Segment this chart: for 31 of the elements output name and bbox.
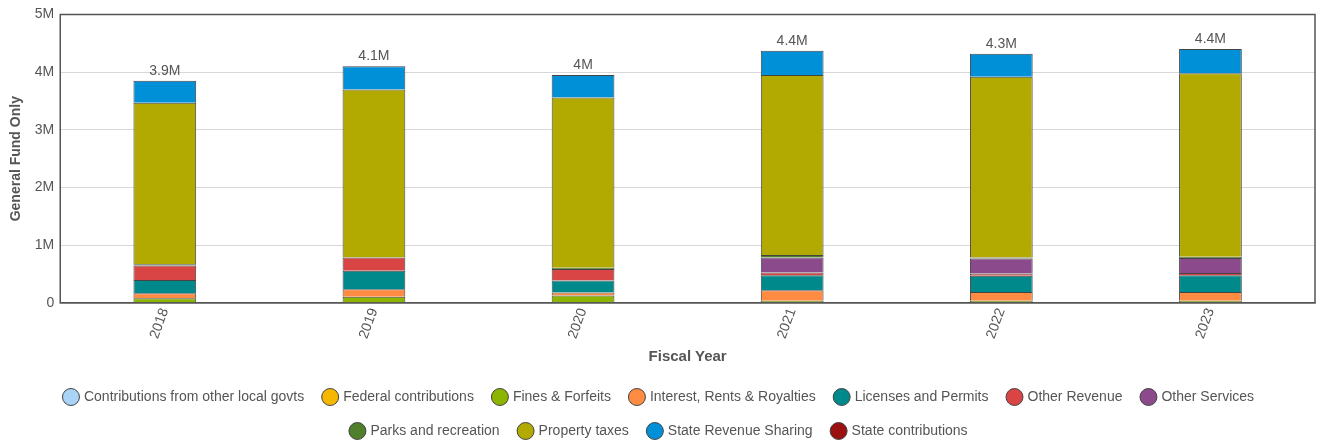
legend-label: State contributions — [851, 421, 968, 438]
x-axis-title: Fiscal Year — [648, 347, 727, 365]
x-tick-label: 2021 — [772, 305, 799, 341]
total-label: 4.4M — [1194, 29, 1226, 46]
legend-label: Other Services — [1161, 387, 1255, 404]
y-tick-label: 5M — [34, 5, 55, 22]
total-label: 4.3M — [985, 34, 1017, 51]
legend-label: Contributions from other local govts — [83, 387, 305, 404]
legend-label: Fines & Forfeits — [512, 387, 611, 404]
legend-label: State Revenue Sharing — [667, 421, 813, 438]
total-label: 4.4M — [776, 31, 808, 48]
total-label: 4M — [573, 55, 593, 72]
legend-label: Federal contributions — [343, 387, 474, 404]
x-tick-label: 2020 — [563, 305, 590, 341]
y-axis-title: General Fund Only — [7, 95, 24, 222]
x-tick-label: 2022 — [982, 305, 1008, 341]
y-tick-label: 1M — [34, 236, 55, 253]
y-tick-label: 2M — [34, 178, 55, 195]
x-tick-label: 2023 — [1191, 305, 1217, 341]
legend-label: Interest, Rents & Royalties — [649, 387, 816, 404]
total-label: 3.9M — [149, 61, 181, 78]
legend-label: Parks and recreation — [370, 421, 500, 438]
y-tick-label: 3M — [34, 120, 55, 137]
legend-label: Property taxes — [538, 421, 629, 438]
legend-label: Other Revenue — [1027, 387, 1123, 404]
y-tick-label: 4M — [34, 62, 55, 79]
y-tick-label: 0 — [46, 293, 55, 310]
x-tick-label: 2019 — [354, 305, 381, 341]
x-tick-label: 2018 — [145, 305, 172, 341]
total-label: 4.1M — [358, 47, 390, 64]
legend-label: Licenses and Permits — [854, 387, 989, 404]
